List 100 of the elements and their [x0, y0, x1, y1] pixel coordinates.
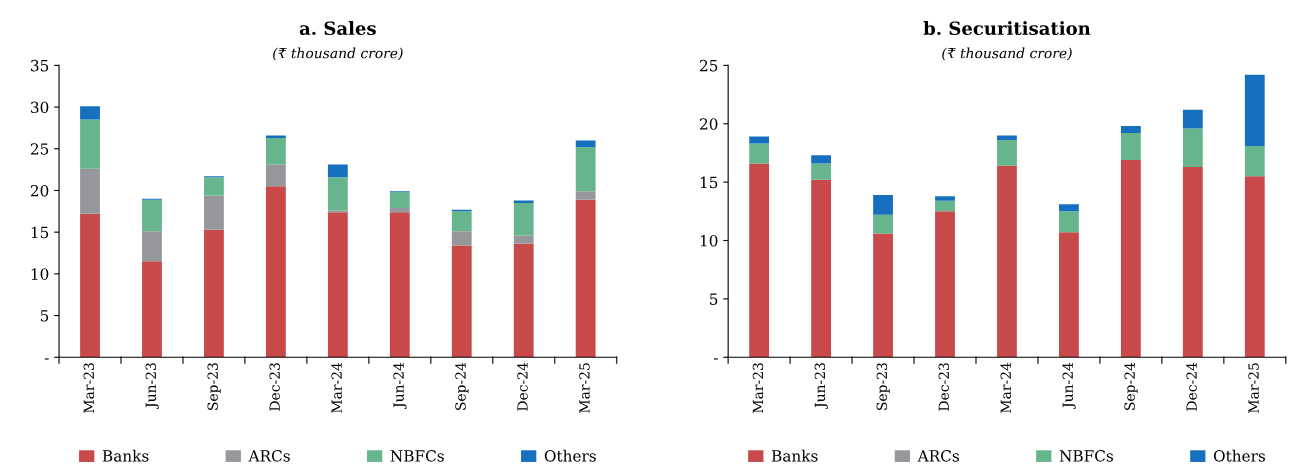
bar	[204, 177, 224, 196]
y-tick-label: 5	[710, 293, 718, 305]
bar	[997, 140, 1017, 166]
y-tick-label: -	[44, 358, 49, 360]
bar	[935, 196, 955, 201]
y-tick-label: 30	[31, 101, 49, 114]
bar	[513, 235, 534, 244]
bar	[80, 168, 100, 214]
bar	[811, 179, 832, 358]
bar	[811, 155, 832, 164]
y-tick-label: 10	[31, 268, 49, 280]
y-tick-label: 20	[700, 118, 718, 130]
legend-label: NBFCs	[390, 450, 444, 462]
bar	[1120, 126, 1141, 134]
bar	[327, 212, 348, 358]
x-tick-label: Dec-23	[938, 363, 950, 411]
bar	[513, 243, 534, 358]
bar	[997, 135, 1017, 141]
bar	[389, 207, 410, 213]
bar	[811, 163, 832, 180]
bar	[513, 200, 534, 203]
bar	[1120, 159, 1141, 358]
bar	[1120, 133, 1141, 160]
bar	[451, 245, 472, 358]
bar	[327, 164, 348, 178]
bar	[389, 212, 410, 358]
x-tick-label: Dec-24	[1186, 362, 1197, 411]
x-tick-label: Mar-25	[1248, 363, 1259, 413]
bar	[1244, 176, 1265, 358]
bar	[1059, 211, 1079, 233]
y-tick-label: 5	[40, 310, 49, 322]
y-tick-label: 20	[30, 184, 49, 197]
legend-label: Others	[544, 449, 596, 462]
chart-title: a. Sales	[299, 21, 376, 36]
bar	[575, 199, 596, 358]
bar	[1059, 232, 1079, 358]
bar	[451, 211, 472, 232]
chart-subtitle: (₹ thousand crore)	[942, 47, 1072, 61]
x-tick-label: Mar-24	[1000, 362, 1011, 413]
x-tick-label: Dec-24	[517, 362, 528, 411]
x-tick-label: Dec-23	[269, 363, 280, 411]
y-tick-label: 15	[31, 226, 49, 239]
legend-label: ARCs	[917, 450, 959, 462]
bar	[935, 200, 955, 212]
bar	[997, 165, 1017, 358]
bar	[80, 213, 100, 358]
bar	[873, 214, 893, 234]
y-tick-label: -	[713, 358, 718, 360]
legend-label: Banks	[771, 449, 818, 462]
y-tick-label: 25	[30, 143, 49, 155]
bar	[80, 106, 100, 120]
legend-label: ARCs	[248, 450, 290, 462]
bar	[265, 135, 286, 138]
bar	[749, 143, 770, 164]
x-tick-label: Mar-24	[331, 362, 342, 413]
bar	[204, 229, 224, 358]
bar	[142, 199, 162, 232]
bar	[1059, 204, 1079, 212]
bar	[1182, 166, 1203, 358]
y-tick-label: 10	[700, 234, 718, 247]
x-tick-label: Sep-23	[876, 363, 890, 410]
bar	[1244, 145, 1265, 177]
bar	[1182, 109, 1203, 129]
x-tick-label: Jun-24	[393, 362, 407, 410]
bar	[204, 195, 224, 230]
y-tick-label: 35	[31, 59, 49, 72]
x-tick-label: Jun-24	[1062, 362, 1076, 410]
bar	[142, 261, 162, 358]
x-tick-label: Sep-24	[1124, 362, 1138, 410]
x-tick-label: Sep-24	[455, 362, 469, 410]
bar	[575, 147, 596, 192]
bar	[142, 231, 162, 262]
bar	[389, 192, 410, 208]
bar	[575, 140, 596, 148]
bar	[327, 177, 348, 211]
legend-label: Banks	[102, 449, 149, 462]
x-tick-label: Jun-23	[814, 363, 828, 410]
bar	[935, 211, 955, 358]
chart-title: b. Securitisation	[923, 21, 1091, 36]
x-tick-label: Jun-23	[145, 363, 159, 410]
bar	[749, 136, 770, 144]
bar	[513, 202, 534, 236]
x-tick-label: Mar-25	[579, 363, 590, 413]
bar	[265, 137, 286, 165]
y-tick-label: 25	[700, 59, 718, 72]
y-tick-label: 15	[700, 176, 718, 189]
bar	[451, 231, 472, 246]
bar	[265, 186, 286, 358]
bar	[1244, 74, 1265, 146]
chart-subtitle: (₹ thousand crore)	[273, 47, 403, 61]
legend-label: NBFCs	[1059, 450, 1113, 462]
bar	[873, 233, 893, 358]
bar	[1182, 128, 1203, 167]
x-tick-label: Mar-23	[752, 363, 764, 413]
bar	[873, 194, 893, 215]
legend-label: Others	[1213, 449, 1265, 462]
bar	[80, 119, 100, 169]
x-tick-label: Mar-23	[83, 363, 95, 413]
bar	[749, 163, 770, 358]
bar	[265, 164, 286, 187]
